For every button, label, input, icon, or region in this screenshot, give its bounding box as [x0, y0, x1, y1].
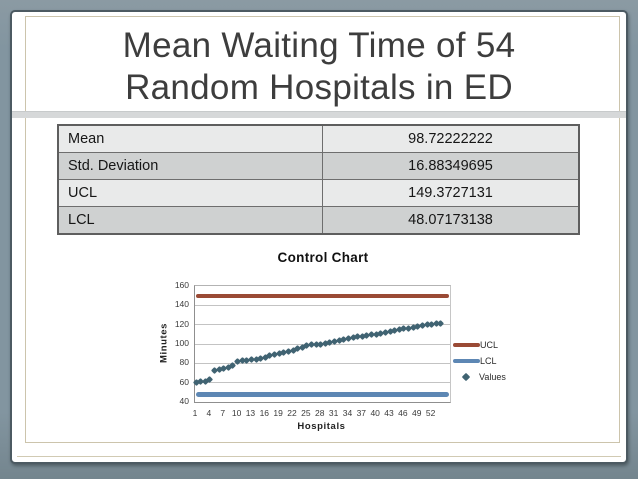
y-tick-label: 140: [174, 299, 189, 310]
stat-value-mean: 98.72222222: [322, 124, 580, 153]
slide-title-line2: Random Hospitals in ED: [125, 68, 513, 107]
table-row: LCL 48.07173138: [57, 206, 580, 235]
x-tick-label: 46: [398, 408, 408, 418]
stat-label-lcl: LCL: [57, 206, 323, 235]
x-tick-label: 43: [384, 408, 394, 418]
chart-legend: UCL LCL Values: [453, 337, 506, 385]
x-tick-label: 49: [412, 408, 422, 418]
gridline: [195, 324, 450, 326]
x-tick-label: 40: [370, 408, 380, 418]
legend-item-lcl: LCL: [453, 353, 506, 369]
legend-item-values: Values: [453, 369, 506, 385]
legend-item-ucl: UCL: [453, 337, 506, 353]
table-row: Mean 98.72222222: [57, 124, 580, 153]
legend-label: Values: [479, 372, 506, 382]
legend-label: UCL: [480, 340, 499, 350]
gridline: [195, 304, 450, 306]
y-tick-label: 120: [174, 318, 189, 329]
stat-value-ucl: 149.3727131: [322, 179, 580, 207]
x-tick-label: 25: [301, 408, 311, 418]
x-tick-label: 22: [287, 408, 297, 418]
legend-diamond-icon: [461, 372, 471, 382]
x-tick-label: 4: [206, 408, 212, 418]
y-tick-label: 60: [179, 376, 189, 387]
legend-label: LCL: [480, 356, 497, 366]
x-tick-label: 10: [231, 408, 242, 418]
x-tick-label: 34: [342, 408, 353, 418]
y-axis-label: Minutes: [158, 322, 170, 364]
stats-table: Mean 98.72222222 Std. Deviation 16.88349…: [57, 124, 580, 235]
slide-card: Mean Waiting Time of 54 Random Hospitals…: [10, 10, 628, 464]
plot-area: [192, 285, 451, 403]
chart-title: Control Chart: [277, 250, 369, 265]
slide-title: Mean Waiting Time of 54 Random Hospitals…: [12, 25, 626, 109]
y-tick-label: 100: [174, 338, 189, 348]
data-point: [437, 320, 445, 328]
x-tick-label: 1: [192, 408, 198, 418]
legend-line-swatch: [453, 359, 480, 363]
x-tick-label: 37: [356, 408, 367, 418]
x-tick-label: 31: [328, 408, 339, 418]
table-row: UCL 149.3727131: [57, 179, 580, 207]
x-tick-label: 19: [273, 408, 283, 418]
y-tick-label: 160: [174, 280, 189, 290]
legend-line-swatch: [453, 343, 480, 347]
title-divider-band: [12, 111, 626, 118]
stat-value-std-deviation: 16.88349695: [322, 152, 580, 180]
stat-value-lcl: 48.07173138: [322, 206, 580, 235]
x-tick-label: 28: [315, 408, 325, 418]
stat-label-std-deviation: Std. Deviation: [57, 152, 323, 180]
x-tick-label: 13: [245, 408, 256, 418]
x-tick-label: 7: [220, 408, 226, 418]
lcl-line: [196, 391, 449, 397]
x-tick-label: 52: [425, 408, 436, 418]
y-tick-label: 80: [179, 357, 189, 368]
decorative-bottom-line: [17, 456, 621, 457]
slide-title-line1: Mean Waiting Time of 54: [122, 26, 516, 65]
gridline: [195, 362, 450, 364]
ucl-line: [196, 294, 449, 299]
y-tick-label: 40: [179, 396, 189, 406]
stat-label-mean: Mean: [57, 124, 323, 153]
stat-label-ucl: UCL: [57, 179, 323, 207]
x-tick-label: 16: [259, 408, 270, 418]
gridline: [195, 382, 450, 384]
table-row: Std. Deviation 16.88349695: [57, 152, 580, 180]
x-axis-label: Hospitals: [297, 421, 346, 432]
